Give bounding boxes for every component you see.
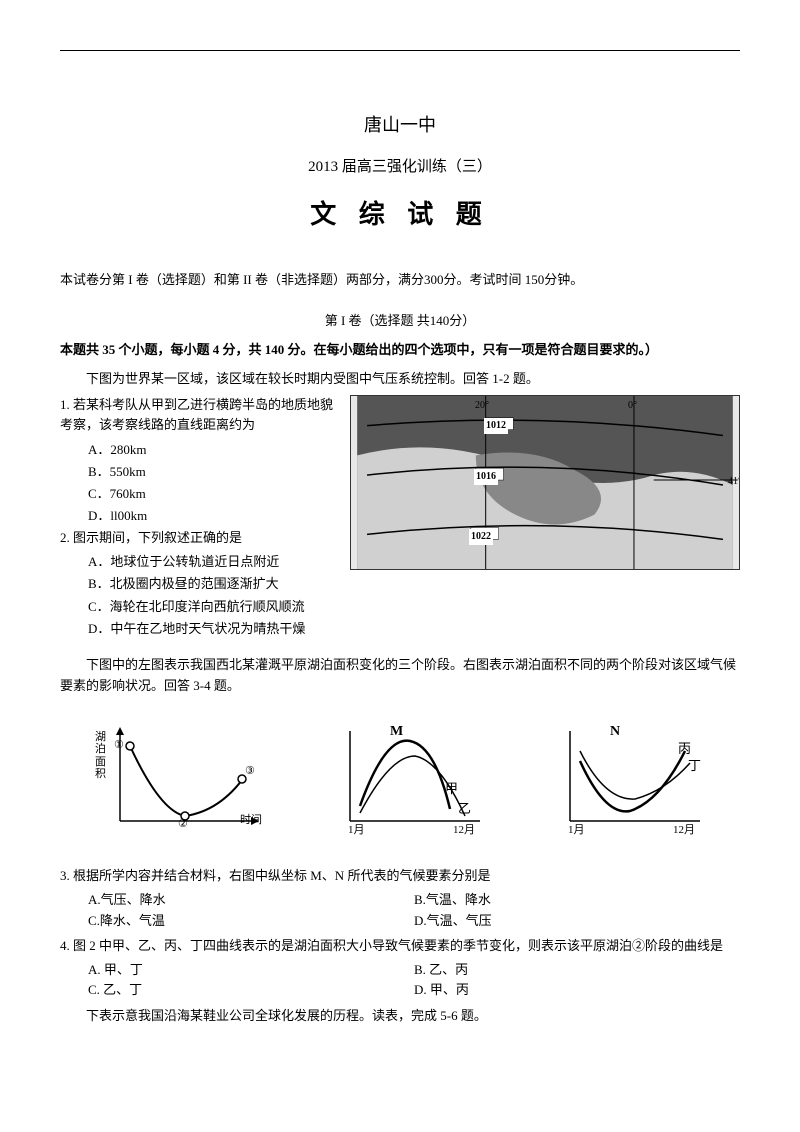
chart2-title: M [390, 721, 403, 743]
school-name: 唐山一中 [60, 111, 740, 140]
q1-option-a: A．280km [60, 439, 340, 461]
q4-option-d: D. 甲、丙 [414, 980, 740, 1001]
chart1-mark2: ② [178, 816, 188, 834]
q1-option-d: D．ll00km [60, 505, 340, 527]
chart2-label1: 甲 [445, 779, 458, 800]
exam-info: 本试卷分第 I 卷（选择题）和第 II 卷（非选择题）两部分，满分300分。考试… [60, 270, 740, 291]
chart3-x1: 1月 [568, 822, 585, 840]
q2-stem: 2. 图示期间，下列叙述正确的是 [60, 528, 340, 549]
exam-subtitle: 2013 届高三强化训练（三） [60, 155, 740, 179]
q3-option-a: A.气压、降水 [88, 890, 414, 911]
lon-20: 20° [473, 398, 491, 414]
charts-row: 湖 泊 面 积 时间 ① ② ③ M 甲 乙 1月 12月 N 丙 丁 [60, 711, 740, 841]
chart-1: 湖 泊 面 积 时间 ① ② ③ [90, 721, 270, 841]
chart1-ylabel: 湖 泊 面 积 [95, 731, 106, 779]
section-desc: 本题共 35 个小题，每小题 4 分，共 140 分。在每小题给出的四个选项中，… [60, 340, 740, 361]
q3-stem: 3. 根据所学内容并结合材料，右图中纵坐标 M、N 所代表的气候要素分别是 [60, 866, 740, 887]
top-divider [60, 50, 740, 51]
q3-option-c: C.降水、气温 [88, 911, 414, 932]
q1-option-c: C．760km [60, 483, 340, 505]
chart-2: M 甲 乙 1月 12月 [330, 721, 490, 841]
q3-option-b: B.气温、降水 [414, 890, 740, 911]
q4-stem: 4. 图 2 中甲、乙、丙、丁四曲线表示的是湖泊面积大小导致气候要素的季节变化，… [60, 936, 740, 957]
chart1-mark3: ③ [245, 763, 255, 781]
q2-option-a: A．地球位于公转轨道近日点附近 [60, 551, 340, 573]
context-1: 下图为世界某一区域，该区域在较长时期内受图中气压系统控制。回答 1-2 题。 [60, 369, 740, 390]
lon-0: 0° [626, 398, 639, 414]
context-2: 下图中的左图表示我国西北某灌溉平原湖泊面积变化的三个阶段。右图表示湖泊面积不同的… [60, 655, 740, 697]
q1-q2-block: 1. 若某科考队从甲到乙进行横跨半岛的地质地貌考察，该考察线路的直线距离约为 A… [60, 395, 740, 640]
chart3-x2: 12月 [673, 822, 695, 840]
q4-option-c: C. 乙、丁 [88, 980, 414, 1001]
q2-option-b: B．北极圈内极昼的范围逐渐扩大 [60, 573, 340, 595]
chart2-x1: 1月 [348, 822, 365, 840]
section-header: 第 I 卷（选择题 共140分） [60, 311, 740, 332]
q4-option-b: B. 乙、丙 [414, 960, 740, 981]
q1-option-b: B．550km [60, 461, 340, 483]
isobar-1022: 1022 [469, 529, 493, 545]
chart3-title: N [610, 721, 620, 743]
bottom-context: 下表示意我国沿海某鞋业公司全球化发展的历程。读表，完成 5-6 题。 [60, 1006, 740, 1027]
q3-option-d: D.气温、气压 [414, 911, 740, 932]
q4-option-a: A. 甲、丁 [88, 960, 414, 981]
q2-option-d: D．中午在乙地时天气状况为晴热干燥 [60, 618, 340, 640]
q2-option-c: C．海轮在北印度洋向西航行顺风顺流 [60, 596, 340, 618]
chart2-label2: 乙 [458, 799, 471, 820]
lat-41: 41° [726, 474, 740, 490]
chart2-x2: 12月 [453, 822, 475, 840]
isobar-1012: 1012 [484, 418, 508, 434]
map-figure: 1012 1016 1022 20° 0° 41° [350, 395, 740, 570]
q1-stem: 1. 若某科考队从甲到乙进行横跨半岛的地质地貌考察，该考察线路的直线距离约为 [60, 395, 340, 437]
chart3-label2: 丁 [688, 756, 701, 777]
chart-3: N 丙 丁 1月 12月 [550, 721, 710, 841]
exam-title: 文 综 试 题 [60, 194, 740, 236]
chart1-xlabel: 时间 [240, 812, 262, 830]
isobar-1016: 1016 [474, 469, 498, 485]
chart1-mark1: ① [114, 737, 124, 755]
